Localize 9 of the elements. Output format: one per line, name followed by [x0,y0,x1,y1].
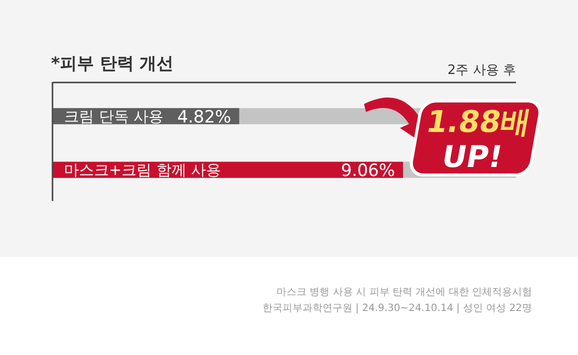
text: 1.88배 UP! [423,105,534,175]
y-tick-label: 마스크+크림 함께 사용 [64,161,222,180]
data-label: 4.82% [177,107,232,128]
text: 한국피부과학연구원 | 24.9.30~24.10.14 | 성인 여성 22명 [262,303,532,314]
text: 2주 사용 후 [447,63,516,78]
chart-title: *피부 탄력 개선 [51,54,174,74]
text: 마스크 병행 사용 시 피부 탄력 개선에 대한 인체적용시험 [276,287,532,298]
y-tick-label: 크림 단독 사용 [64,107,164,126]
data-label: 9.06% [341,160,396,181]
